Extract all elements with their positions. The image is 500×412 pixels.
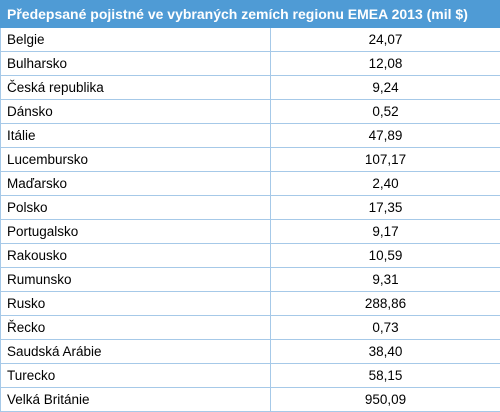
country-cell: Saudská Arábie: [1, 340, 271, 364]
table-row: Polsko 17,35: [1, 196, 500, 220]
table-body: Belgie 24,07 Bulharsko 12,08 Česká repub…: [1, 28, 500, 412]
country-cell: Turecko: [1, 364, 271, 388]
value-cell: 0,73: [271, 316, 500, 340]
country-cell: Česká republika: [1, 76, 271, 100]
value-cell: 47,89: [271, 124, 500, 148]
country-cell: Rusko: [1, 292, 271, 316]
table-row: Itálie 47,89: [1, 124, 500, 148]
country-cell: Polsko: [1, 196, 271, 220]
table-row: Velká Británie 950,09: [1, 388, 500, 412]
table-row: Rakousko 10,59: [1, 244, 500, 268]
table-title: Předepsané pojistné ve vybraných zemích …: [1, 1, 500, 28]
value-cell: 2,40: [271, 172, 500, 196]
table-row: Bulharsko 12,08: [1, 52, 500, 76]
country-cell: Rumunsko: [1, 268, 271, 292]
value-cell: 38,40: [271, 340, 500, 364]
country-cell: Bulharsko: [1, 52, 271, 76]
table-row: Rusko 288,86: [1, 292, 500, 316]
value-cell: 24,07: [271, 28, 500, 52]
country-cell: Lucembursko: [1, 148, 271, 172]
country-cell: Rakousko: [1, 244, 271, 268]
table-header-row: Předepsané pojistné ve vybraných zemích …: [1, 1, 500, 28]
country-cell: Portugalsko: [1, 220, 271, 244]
country-cell: Řecko: [1, 316, 271, 340]
table-row: Řecko 0,73: [1, 316, 500, 340]
table-row: Saudská Arábie 38,40: [1, 340, 500, 364]
premiums-table-container: Předepsané pojistné ve vybraných zemích …: [0, 0, 500, 402]
table-row: Portugalsko 9,17: [1, 220, 500, 244]
value-cell: 9,17: [271, 220, 500, 244]
value-cell: 9,31: [271, 268, 500, 292]
table-row: Česká republika 9,24: [1, 76, 500, 100]
value-cell: 9,24: [271, 76, 500, 100]
table-row: Lucembursko 107,17: [1, 148, 500, 172]
table-row: Belgie 24,07: [1, 28, 500, 52]
country-cell: Belgie: [1, 28, 271, 52]
value-cell: 58,15: [271, 364, 500, 388]
table-row: Maďarsko 2,40: [1, 172, 500, 196]
table-row: Rumunsko 9,31: [1, 268, 500, 292]
table-row: Dánsko 0,52: [1, 100, 500, 124]
table-row: Turecko 58,15: [1, 364, 500, 388]
value-cell: 0,52: [271, 100, 500, 124]
value-cell: 17,35: [271, 196, 500, 220]
value-cell: 950,09: [271, 388, 500, 412]
country-cell: Dánsko: [1, 100, 271, 124]
value-cell: 107,17: [271, 148, 500, 172]
country-cell: Maďarsko: [1, 172, 271, 196]
value-cell: 12,08: [271, 52, 500, 76]
country-cell: Itálie: [1, 124, 271, 148]
value-cell: 288,86: [271, 292, 500, 316]
country-cell: Velká Británie: [1, 388, 271, 412]
value-cell: 10,59: [271, 244, 500, 268]
